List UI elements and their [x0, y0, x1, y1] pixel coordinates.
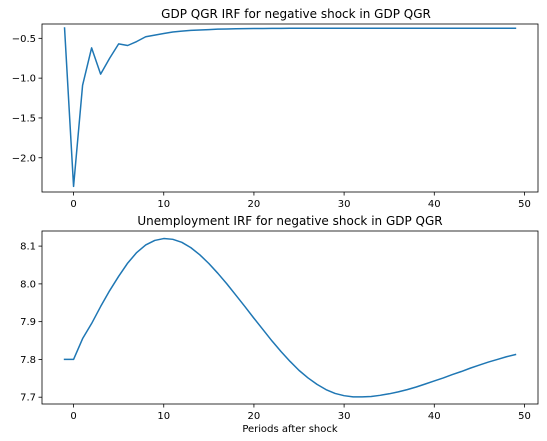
gdp-irf-y-tick-label: −0.5: [12, 34, 36, 45]
gdp-irf-series-line-0: [63, 27, 517, 188]
unemployment-irf-y-tick-label: 7.9: [20, 317, 36, 328]
unemployment-irf-x-tick-label: 10: [157, 411, 170, 422]
unemployment-irf-y-tick-label: 7.7: [20, 393, 36, 404]
gdp-irf-x-tick-label: 20: [248, 199, 261, 210]
unemployment-irf-y-axis: 7.7 7.8 7.9 8.0 8.1: [20, 242, 42, 404]
unemployment-irf-y-tick-label: 8.1: [20, 242, 36, 253]
gdp-irf-y-tick-label: −2.0: [12, 153, 36, 164]
unemployment-irf-x-axis: 0 10 20 30 40 50: [70, 404, 531, 422]
unemployment-irf-plot-area: [63, 237, 517, 398]
unemployment-irf-x-tick-label: 20: [248, 411, 261, 422]
unemployment-irf-title: Unemployment IRF for negative shock in G…: [137, 214, 442, 228]
gdp-irf-x-tick-label: 10: [157, 199, 170, 210]
gdp-irf-axes-frame: [41, 23, 539, 193]
gdp-irf-x-tick-label: 30: [338, 199, 351, 210]
unemployment-irf-y-tick-label: 7.8: [20, 355, 36, 366]
unemployment-irf-axes-frame: [41, 230, 539, 405]
gdp-qgr-irf-panel: GDP QGR IRF for negative shock in GDP QG…: [12, 7, 539, 210]
gdp-irf-x-tick-label: 50: [518, 199, 531, 210]
gdp-irf-x-tick-label: 40: [428, 199, 441, 210]
gdp-irf-y-tick-label: −1.0: [12, 74, 36, 85]
unemployment-irf-y-tick-label: 8.0: [20, 279, 36, 290]
gdp-irf-plot-area: [63, 27, 517, 188]
gdp-irf-x-tick-label: 0: [70, 199, 76, 210]
gdp-irf-x-axis: 0 10 20 30 40 50: [70, 192, 531, 210]
x-axis-label: Periods after shock: [242, 424, 338, 435]
unemployment-irf-x-tick-label: 0: [70, 411, 76, 422]
unemployment-irf-x-tick-label: 40: [428, 411, 441, 422]
unemployment-irf-x-tick-label: 30: [338, 411, 351, 422]
unemployment-irf-x-tick-label: 50: [518, 411, 531, 422]
unemployment-irf-panel: Unemployment IRF for negative shock in G…: [20, 214, 539, 435]
gdp-irf-title: GDP QGR IRF for negative shock in GDP QG…: [161, 7, 431, 21]
unemployment-irf-series-line-0: [63, 237, 517, 398]
gdp-irf-y-axis: −2.0 −1.5 −1.0 −0.5: [12, 34, 42, 164]
gdp-irf-y-tick-label: −1.5: [12, 113, 36, 124]
